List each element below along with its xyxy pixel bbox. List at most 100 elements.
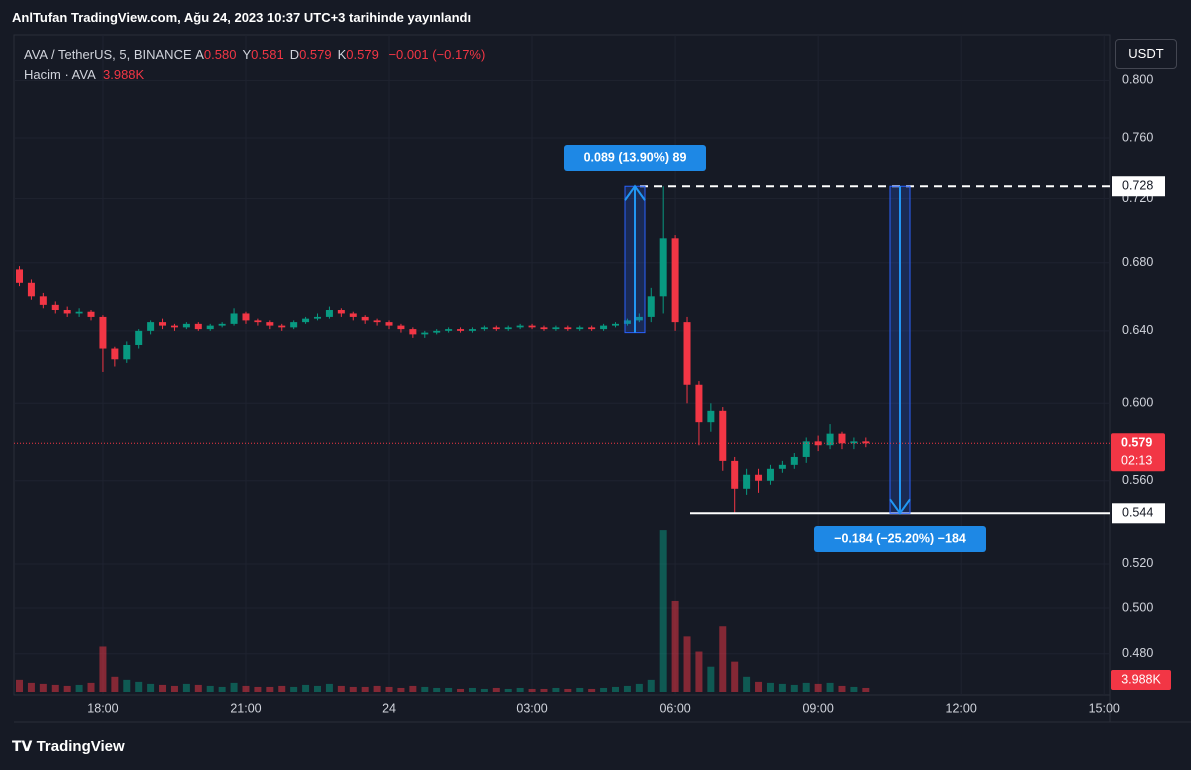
- x-tick-label: 12:00: [946, 701, 977, 715]
- volume-bar: [468, 687, 476, 692]
- candle-body: [135, 330, 143, 345]
- candle-body: [63, 310, 71, 314]
- volume-bar: [421, 686, 429, 692]
- y-tick-label: 0.500: [1122, 600, 1153, 614]
- legend-value: 0.579: [299, 47, 332, 62]
- candle-body: [790, 456, 798, 465]
- candle-body: [373, 320, 381, 323]
- change: −0.001 (−0.17%): [388, 47, 486, 62]
- candle-body: [695, 384, 703, 423]
- volume-bar: [409, 685, 417, 692]
- volume-title: Hacim · AVA: [24, 67, 96, 82]
- volume-bar: [671, 600, 679, 692]
- volume-bar: [600, 687, 608, 692]
- volume-bar: [242, 685, 250, 692]
- volume-bar: [254, 686, 262, 692]
- volume-bar: [480, 688, 488, 692]
- volume-bar: [635, 683, 643, 692]
- legend-value: 0.579: [346, 47, 379, 62]
- candle-body: [492, 327, 500, 330]
- candle-body: [731, 460, 739, 489]
- volume-bar: [39, 683, 47, 692]
- candle-body: [39, 296, 47, 305]
- arrow-head: [889, 498, 911, 516]
- candle-body: [349, 313, 357, 317]
- legend: AVA / TetherUS, 5, BINANCE A0.580 Y0.581 D…: [24, 45, 485, 85]
- candle-body: [111, 348, 119, 360]
- volume-bar: [564, 688, 572, 692]
- candle-body: [850, 441, 858, 444]
- candle-body: [612, 323, 619, 326]
- header: AnlTufan TradingView.com, Ağu 24, 2023 1…: [12, 10, 472, 25]
- y-tick-label: 0.560: [1122, 473, 1153, 487]
- volume-bar: [707, 666, 715, 692]
- price-label-box: [1112, 176, 1165, 197]
- x-tick-label: 18:00: [87, 701, 118, 715]
- candle-body: [719, 410, 727, 461]
- candle-body: [468, 329, 476, 331]
- volume-bar: [218, 686, 226, 692]
- candle-body: [516, 325, 524, 328]
- volume-bar: [778, 683, 786, 692]
- candle-body: [457, 329, 465, 331]
- volume-bar: [540, 688, 548, 692]
- volume-bar: [147, 683, 155, 692]
- legend-key: K: [337, 47, 347, 62]
- y-tick-label: 0.640: [1122, 323, 1153, 337]
- candle-body: [266, 322, 274, 326]
- candle-body: [802, 441, 810, 457]
- volume-value: 3.988K: [103, 67, 145, 82]
- candle-body: [826, 433, 834, 446]
- candle-body: [766, 468, 774, 481]
- volume-bar: [230, 682, 238, 692]
- candle-body: [707, 410, 715, 423]
- candle-body: [99, 316, 107, 349]
- volume-bar: [314, 685, 321, 692]
- plot-area: [13, 34, 1111, 696]
- volume-bar: [111, 676, 119, 692]
- candle-body: [552, 327, 560, 330]
- last-price-box: [1111, 433, 1165, 472]
- volume-bar: [170, 685, 178, 692]
- candle-body: [206, 325, 214, 330]
- volume-bar: [159, 684, 167, 692]
- volume-bar: [302, 684, 310, 692]
- volume-bar: [16, 679, 23, 692]
- symbol: AVA / TetherUS, 5, BINANCE: [24, 47, 192, 62]
- candle-body: [254, 320, 262, 323]
- measure-label: −0.184 (−25.20%) −184: [834, 531, 966, 545]
- candle-body: [397, 325, 405, 330]
- candle-body: [159, 322, 167, 326]
- candle-body: [862, 441, 870, 444]
- candle-body: [683, 322, 691, 385]
- legend-key: A: [195, 47, 204, 62]
- x-tick-label: 24: [382, 701, 396, 715]
- candle-body: [647, 296, 655, 317]
- y-tick-label: 0.680: [1122, 255, 1153, 269]
- candle-body: [16, 269, 23, 283]
- volume-bar: [516, 687, 524, 692]
- x-tick-label: 15:00: [1089, 701, 1120, 715]
- candle-body: [671, 238, 679, 323]
- candle-body: [302, 318, 310, 323]
- volume-bar: [588, 688, 596, 692]
- volume-bar: [850, 686, 858, 692]
- candle-body: [87, 311, 95, 317]
- candle-body: [278, 325, 286, 328]
- candle-body: [600, 325, 608, 330]
- countdown: 02:13: [1121, 454, 1152, 468]
- x-tick-label: 06:00: [659, 701, 690, 715]
- candle-body: [480, 327, 488, 330]
- candle-body: [433, 330, 441, 333]
- currency-button[interactable]: USDT: [1115, 39, 1177, 69]
- volume-bar: [576, 687, 584, 692]
- volume-bar: [397, 687, 405, 692]
- y-tick-label: 0.600: [1122, 396, 1153, 410]
- candle-body: [337, 310, 345, 314]
- volume-bar: [325, 683, 333, 692]
- volume-bar: [278, 685, 286, 692]
- volume-label: 3.988K: [1121, 672, 1161, 686]
- candle-body: [170, 325, 178, 328]
